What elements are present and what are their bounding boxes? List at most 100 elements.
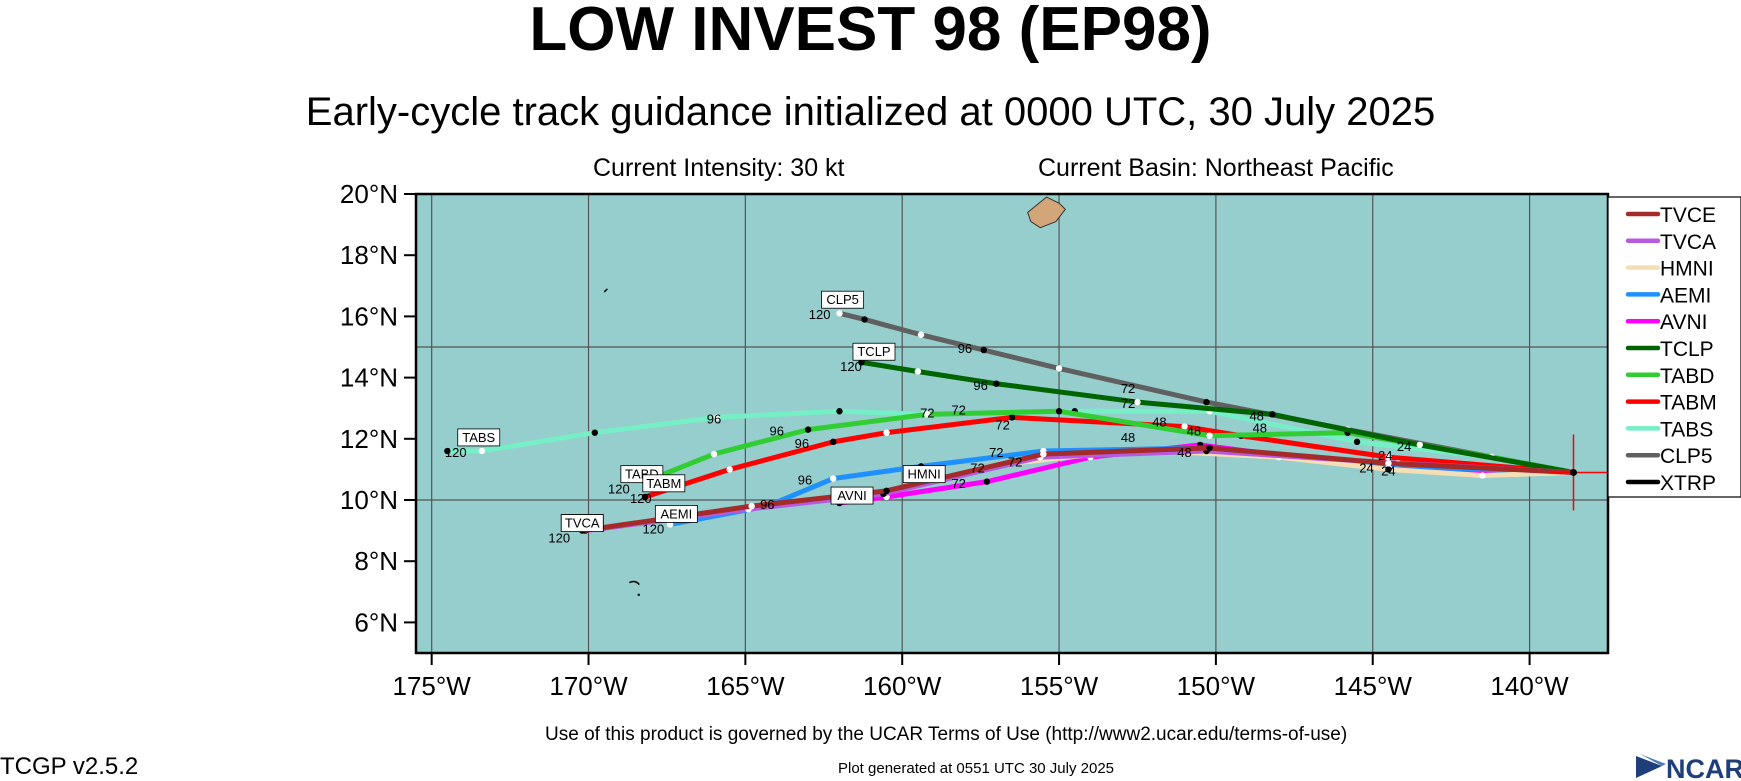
track-point-clp5 (836, 310, 843, 317)
forecast-hour-label: 24 (1359, 460, 1373, 475)
current-intensity: Current Intensity: 30 kt (593, 154, 845, 182)
legend-label-aemi: AEMI (1660, 284, 1711, 307)
y-tick-label: 14°N (340, 363, 398, 393)
plot-generated-text: Plot generated at 0551 UTC 30 July 2025 (838, 760, 1115, 777)
forecast-hour-label: 48 (1177, 445, 1191, 460)
track-point-clp5 (1055, 365, 1063, 372)
legend-label-clp5: CLP5 (1660, 445, 1713, 468)
forecast-hour-label: 48 (1253, 421, 1267, 436)
x-tick-label: 140°W (1490, 671, 1569, 701)
track-label-box (830, 486, 874, 505)
x-tick-label: 150°W (1177, 671, 1256, 701)
legend-label-tvce: TVCE (1660, 204, 1716, 227)
legend-label-tabs: TABS (1660, 418, 1713, 441)
track-label-box (821, 290, 865, 309)
forecast-hour-label: 96 (760, 497, 774, 512)
track-label-hmni: HMNI (908, 467, 941, 482)
track-point-aemi (830, 475, 837, 482)
x-tick-label: 145°W (1334, 671, 1413, 701)
forecast-hour-label: 48 (1121, 430, 1135, 445)
track-point-tclp (914, 368, 922, 375)
track-hour-label: 120 (809, 307, 831, 322)
legend-label-avni: AVNI (1660, 311, 1707, 334)
forecast-hour-label: 72 (970, 460, 984, 475)
islet (628, 580, 640, 586)
track-point-tabs (713, 414, 721, 421)
track-label-box (654, 505, 698, 523)
terms-of-use-text: Use of this product is governed by the U… (545, 724, 1348, 745)
legend-label-tvca: TVCA (1660, 231, 1716, 254)
forecast-hour-label: 96 (707, 412, 721, 427)
version-text: TCGP v2.5.2 (0, 753, 139, 780)
forecast-hour-label: 96 (770, 424, 784, 439)
forecast-hour-label: 72 (920, 405, 934, 420)
track-point-tabs (478, 447, 486, 455)
legend-label-xtrp: XTRP (1660, 472, 1716, 495)
forecast-hour-label: 24 (1397, 439, 1411, 454)
track-point-tclp (1134, 398, 1141, 406)
track-point-tabd (924, 411, 931, 418)
track-point-tabd (1206, 432, 1213, 439)
track-label-box (560, 514, 604, 532)
track-point-tvce (1206, 444, 1213, 452)
track-label-avni: AVNI (837, 488, 866, 503)
track-hour-label: 120 (608, 482, 630, 497)
track-point-tabm (1385, 453, 1392, 461)
track-point-tvce (1040, 450, 1047, 458)
forecast-hour-label: 48 (1249, 408, 1263, 423)
track-point-tclp (993, 380, 1000, 387)
track-point-clp5 (1203, 398, 1210, 406)
forecast-hour-label: 72 (995, 418, 1009, 433)
island-hawaii (1027, 196, 1066, 229)
track-hour-label: 120 (445, 445, 467, 460)
track-point-clp5 (861, 316, 868, 323)
forecast-hour-label: 72 (1008, 454, 1022, 469)
chart-title: LOW INVEST 98 (EP98) (529, 0, 1212, 64)
track-label-box (852, 342, 896, 361)
legend-label-hmni: HMNI (1660, 258, 1714, 281)
forecast-hour-label: 48 (1187, 424, 1201, 439)
track-hour-label: 120 (548, 531, 570, 546)
forecast-hour-label: 72 (951, 402, 965, 417)
track-point-clp5 (980, 346, 987, 354)
x-tick-label: 155°W (1020, 671, 1099, 701)
track-point-tabm (830, 438, 837, 446)
islet (603, 288, 608, 293)
track-point-hmni (1479, 472, 1486, 479)
track-point-tvce (883, 487, 890, 495)
track-point-clp5 (917, 331, 925, 338)
track-label-tclp: TCLP (857, 344, 890, 359)
current-basin: Current Basin: Northeast Pacific (1038, 154, 1394, 182)
track-label-box (642, 474, 686, 493)
y-tick-label: 20°N (340, 179, 398, 209)
track-point-tabd (1055, 408, 1063, 415)
legend-label-tabd: TABD (1660, 365, 1714, 388)
y-tick-label: 18°N (340, 240, 398, 270)
track-point-tabm (641, 493, 649, 501)
track-point-tabm (883, 429, 890, 436)
forecast-hour-label: 72 (951, 476, 965, 491)
legend-label-tabm: TABM (1660, 392, 1717, 415)
track-point-tvce (748, 502, 755, 510)
forecast-hour-label: 96 (798, 473, 812, 488)
x-tick-label: 165°W (706, 671, 785, 701)
track-label-box (902, 465, 946, 484)
origin-point (1569, 468, 1577, 476)
track-point-tabs (1353, 438, 1361, 446)
y-tick-label: 8°N (354, 546, 398, 576)
y-tick-label: 12°N (340, 424, 398, 454)
islet (637, 593, 640, 597)
track-point-tvce (1385, 460, 1392, 467)
forecast-hour-label: 72 (989, 445, 1003, 460)
track-point-tabd (804, 426, 812, 433)
track-point-tclp (858, 359, 865, 366)
track-point-tabm (726, 466, 733, 473)
forecast-hour-label: 24 (1381, 464, 1395, 479)
track-label-tvca: TVCA (565, 516, 600, 531)
ocean-area (416, 194, 1608, 653)
track-point-tabs (836, 408, 843, 415)
track-point-tabs (444, 447, 451, 455)
track-point-hmni (1385, 466, 1392, 473)
forecast-hour-label: 72 (1121, 381, 1135, 396)
legend-label-tclp: TCLP (1660, 338, 1714, 361)
